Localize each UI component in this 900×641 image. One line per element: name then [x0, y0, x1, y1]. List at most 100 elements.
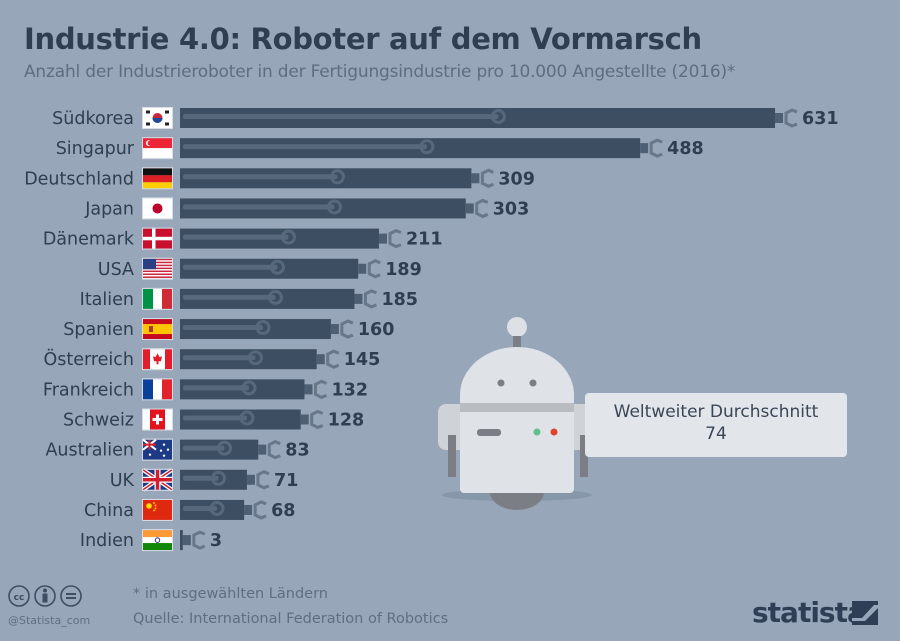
flag-in-icon [143, 530, 172, 551]
category-label: Italien [80, 290, 134, 310]
value-label: 303 [493, 199, 530, 219]
gripper-claw-icon [256, 470, 270, 490]
bar-wrist [354, 293, 363, 304]
joint-knob [239, 410, 255, 426]
chart-subtitle: Anzahl der Industrieroboter in der Ferti… [24, 62, 736, 82]
world-average-label: Weltweiter Durchschnitt [613, 402, 819, 422]
gripper-claw-icon [253, 500, 267, 520]
value-label: 68 [271, 501, 295, 521]
bar-highlight [183, 505, 217, 511]
bar-wrist [378, 233, 387, 244]
bar-wrist [330, 324, 339, 335]
gripper-claw-icon [267, 440, 281, 460]
bar-highlight [183, 204, 335, 210]
joint-knob [247, 350, 263, 366]
flag-dk-icon [143, 228, 172, 249]
bar-row-japan: Japan 303 [84, 197, 530, 220]
bar-highlight [183, 325, 263, 331]
flag-au-icon [142, 438, 172, 460]
value-label: 189 [385, 260, 422, 280]
category-label: Singapur [56, 139, 135, 159]
bar-wrist [244, 504, 253, 515]
joint-knob [216, 440, 232, 456]
joint-knob [490, 109, 506, 124]
bar-highlight [183, 445, 225, 451]
category-label: Südkorea [52, 109, 134, 129]
joint-knob [209, 500, 225, 516]
world-average-callout: Weltweiter Durchschnitt 74 [585, 393, 847, 457]
bar-row-frankreich: Frankreich 132 [43, 378, 368, 401]
joint-knob [269, 259, 285, 275]
svg-text:cc: cc [14, 593, 25, 603]
bar-highlight [183, 114, 499, 119]
bar-row-schweiz: Schweiz 128 [63, 408, 365, 431]
cc-icon [8, 585, 30, 607]
world-average-value: 74 [705, 424, 727, 444]
category-label: Deutschland [24, 169, 134, 189]
bar-highlight [183, 294, 276, 300]
bar-wrist [640, 143, 649, 154]
value-label: 132 [331, 380, 368, 400]
gripper-claw-icon [367, 259, 381, 279]
bar-wrist [304, 384, 313, 395]
robot-illustration [438, 317, 596, 510]
bar-wrist [775, 113, 784, 123]
flag-kr-icon [143, 108, 172, 128]
bar-row-deutschland: Deutschland 309 [24, 167, 535, 190]
gripper-claw-icon [313, 379, 328, 399]
category-label: USA [98, 260, 134, 280]
bar-wrist [300, 414, 309, 425]
bar-highlight [183, 385, 249, 391]
gripper-claw-icon [326, 349, 340, 369]
value-label: 309 [498, 169, 535, 189]
category-label: Australien [45, 441, 134, 461]
value-label: 488 [667, 139, 704, 159]
flag-us-icon [143, 258, 172, 279]
gripper-claw-icon [480, 168, 494, 188]
gripper-claw-icon [340, 319, 354, 339]
value-label: 145 [344, 350, 381, 370]
flag-gb-icon [141, 468, 174, 492]
bar-wrist [258, 444, 267, 455]
joint-knob [329, 169, 345, 185]
flag-es-icon [143, 319, 172, 340]
joint-knob [326, 199, 342, 215]
statista-logo-icon [852, 601, 878, 625]
bar-row-china: China 68 [84, 498, 295, 521]
category-label: Indien [80, 531, 134, 551]
creative-commons-icons: cc [8, 585, 82, 607]
joint-knob [267, 289, 283, 305]
bar-row-singapur: Singapur 488 [56, 137, 704, 160]
bar-highlight [183, 264, 278, 270]
bar-wrist [471, 173, 480, 184]
category-label: UK [110, 471, 135, 491]
bar [180, 530, 183, 551]
chart-title: Industrie 4.0: Roboter auf dem Vormarsch [24, 22, 702, 56]
joint-knob [255, 320, 271, 336]
value-label: 71 [274, 471, 298, 491]
category-label: Österreich [43, 348, 134, 370]
footnote: * in ausgewählten Ländern [133, 586, 328, 602]
bar-row-australien: Australien 83 [45, 438, 310, 461]
joint-knob [210, 470, 226, 486]
value-label: 3 [210, 531, 222, 551]
bar-row-indien: Indien 3 [80, 529, 222, 552]
bar-row-usa: USA 189 [98, 257, 422, 280]
bar-highlight [183, 174, 338, 180]
value-label: 185 [381, 290, 418, 310]
gripper-claw-icon [649, 138, 663, 158]
joint-knob [241, 380, 257, 396]
source: Quelle: International Federation of Robo… [133, 611, 449, 627]
value-label: 128 [328, 411, 365, 431]
joint-knob [419, 139, 435, 155]
gripper-claw-icon [784, 108, 798, 128]
gripper-claw-icon [388, 228, 402, 249]
flag-cn-icon [143, 499, 172, 520]
category-label: Frankreich [43, 380, 134, 400]
value-label: 211 [406, 230, 443, 250]
bar-highlight [183, 144, 427, 150]
category-label: Dänemark [43, 230, 135, 250]
bar-row-österreich: Österreich 145 [43, 348, 381, 371]
gripper-claw-icon [192, 530, 206, 550]
